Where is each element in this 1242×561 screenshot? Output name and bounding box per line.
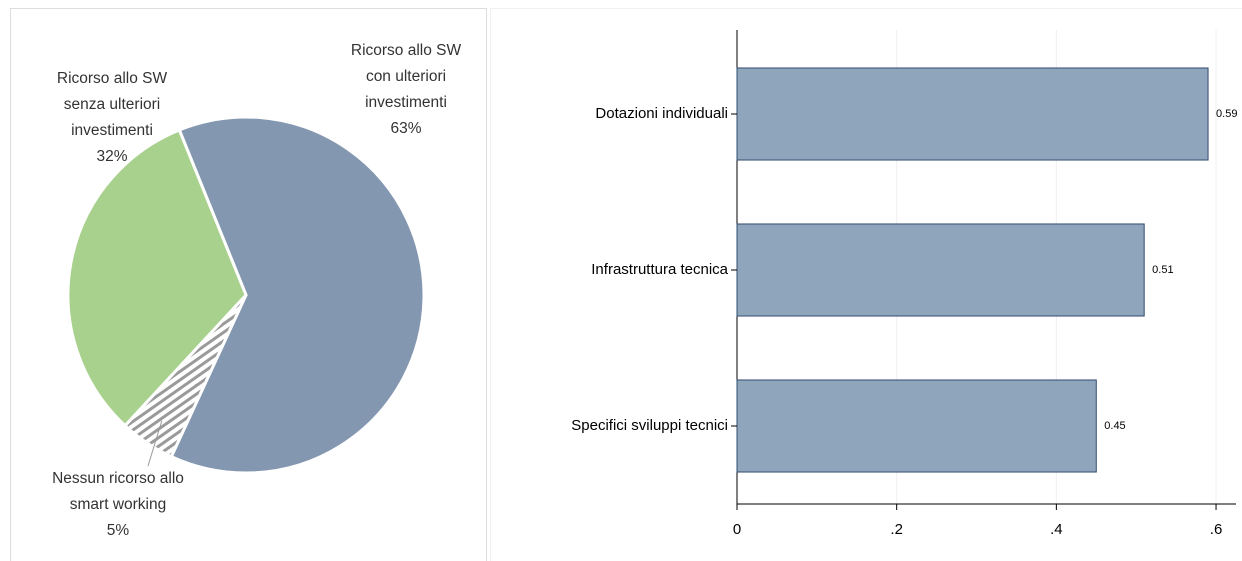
x-tick-label: .4 xyxy=(1050,521,1063,538)
slice-name: Ricorso allo SW con ulteriori investimen… xyxy=(350,42,462,111)
bar-panel xyxy=(490,8,1242,561)
pie-slice xyxy=(169,115,426,475)
slice-label: Ricorso allo SW con ulteriori investimen… xyxy=(341,38,471,142)
y-tick-label: Infrastruttura tecnica xyxy=(591,261,728,278)
bar xyxy=(736,379,1097,473)
y-tick-label: Dotazioni individuali xyxy=(595,105,728,122)
data-label: 0.51 xyxy=(1152,264,1173,276)
slice-value: 32% xyxy=(96,148,128,165)
data-label: 0.45 xyxy=(1104,420,1125,432)
slice-value: 5% xyxy=(106,522,130,539)
pie-panel xyxy=(10,8,487,561)
y-tick-label: Specifici sviluppi tecnici xyxy=(571,417,728,434)
slice-name: Nessun ricorso allo smart working xyxy=(52,470,184,513)
x-tick-label: .6 xyxy=(1210,521,1223,538)
bar xyxy=(736,223,1145,317)
slice-name: Ricorso allo SW senza ulteriori investim… xyxy=(56,70,168,139)
pie-slice xyxy=(66,128,248,428)
leader-line xyxy=(147,420,163,467)
x-tick-label: .2 xyxy=(890,521,903,538)
x-tick-label: 0 xyxy=(733,521,741,538)
slice-label: Nessun ricorso allo smart working 5% xyxy=(33,466,203,544)
bar xyxy=(736,67,1209,161)
bar-chart: 0 .2 .4 .6 0.59 Dotazioni individuali 0.51 Infr… xyxy=(571,30,1237,538)
data-label: 0.59 xyxy=(1216,108,1237,120)
slice-label: Ricorso allo SW senza ulteriori investim… xyxy=(42,66,182,170)
slice-value: 63% xyxy=(390,120,422,137)
